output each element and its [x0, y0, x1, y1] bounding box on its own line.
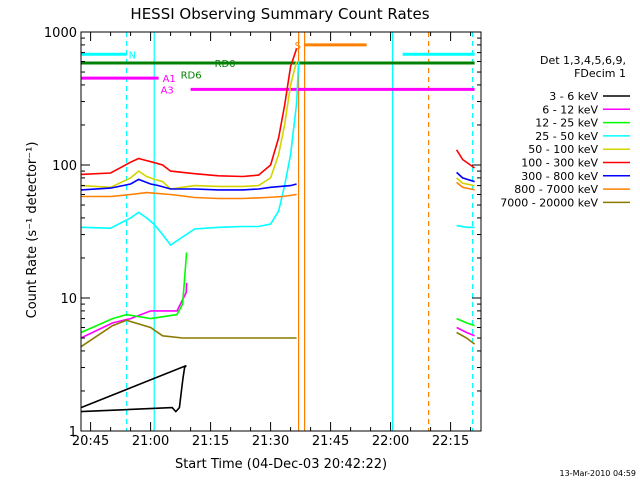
x-tick-label: 21:30 [252, 434, 289, 449]
y-tick-label: 100 [52, 159, 77, 174]
series-line [80, 319, 297, 348]
x-tick-label: 21:45 [312, 434, 349, 449]
legend-header-line-1: Det 1,3,4,5,6,9, [540, 54, 626, 67]
series-line [80, 61, 298, 190]
flag-label: N [129, 50, 136, 61]
legend-entry-label: 12 - 25 keV [535, 117, 598, 130]
flag-label: RD6 [181, 70, 202, 81]
y-tick-label: 1000 [44, 26, 77, 41]
x-tick-label: 22:00 [372, 434, 409, 449]
series-line-right-segment [456, 181, 475, 191]
series-line [80, 282, 188, 339]
series-line-right-segment [456, 177, 475, 187]
y-tick-label: 1 [69, 425, 77, 440]
legend-entry-label: 6 - 12 keV [542, 103, 598, 116]
flag-label: RD0 [215, 59, 236, 70]
series-line-right-segment [456, 317, 475, 327]
series-line [80, 48, 298, 178]
y-tick-label: 10 [60, 292, 77, 307]
series-line [80, 364, 187, 413]
plot-frame [80, 31, 482, 432]
legend-header-line-2: FDecim 1 [574, 67, 626, 80]
series-line-right-segment [456, 224, 475, 229]
legend-entry-label: 100 - 300 keV [521, 157, 598, 170]
x-tick-label: 21:00 [132, 434, 169, 449]
footer-date: 13-Mar-2010 04:59 [560, 469, 637, 478]
series-line-right-segment [456, 171, 475, 183]
series-line-right-segment [456, 326, 475, 337]
legend-entry-label: 7000 - 20000 keV [500, 196, 598, 209]
y-axis: 1 10 100 1000 [44, 26, 481, 440]
x-tick-label: 20:45 [72, 434, 109, 449]
series-line [80, 61, 300, 247]
series-line-right-segment [456, 331, 476, 345]
series-line [80, 178, 297, 191]
legend-entry-label: 300 - 800 keV [521, 170, 598, 183]
flag-label: A3 [161, 85, 174, 96]
chart-title: HESSI Observing Summary Count Rates [130, 5, 429, 23]
series-line [81, 191, 297, 200]
legend-entry-label: 3 - 6 keV [549, 90, 598, 103]
series-line [80, 252, 188, 334]
flag-label: A1 [163, 74, 176, 85]
legend-entry-label: 800 - 7000 keV [514, 183, 598, 196]
x-tick-label: 21:15 [192, 434, 229, 449]
x-axis: 20:45 21:00 21:15 21:30 21:45 22:00 22:15 [72, 32, 472, 449]
legend-entry-label: 50 - 100 keV [528, 143, 598, 156]
x-tick-label: 22:15 [432, 434, 469, 449]
legend-entry-label: 25 - 50 keV [535, 130, 598, 143]
flag-label: S [295, 41, 301, 52]
y-axis-label: Count Rate (s⁻¹ detector⁻¹) [25, 142, 40, 319]
x-axis-label: Start Time (04-Dec-03 20:42:22) [175, 457, 387, 472]
series-line-right-segment [455, 149, 476, 169]
